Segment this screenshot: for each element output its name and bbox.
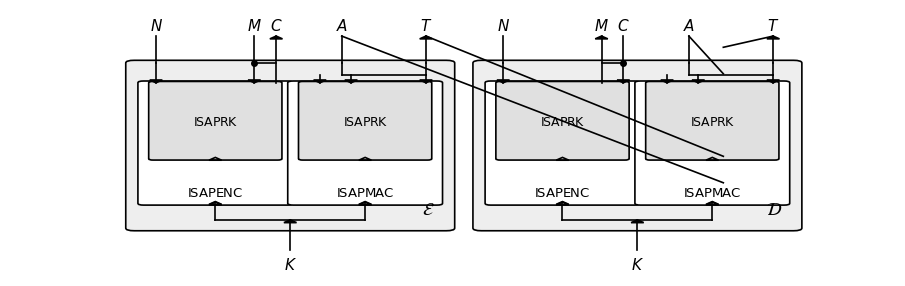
Text: $\mathit{A}$: $\mathit{A}$ [682,18,695,34]
FancyBboxPatch shape [288,81,443,205]
Text: $\mathit{T}$: $\mathit{T}$ [767,18,779,34]
Polygon shape [631,220,643,223]
FancyBboxPatch shape [496,82,629,160]
Text: $\mathrm{I_{\!}\mathrm{SAP}E_{\!}\mathrm{NC}}$: $\mathrm{I_{\!}\mathrm{SAP}E_{\!}\mathrm… [535,185,591,198]
Text: $\mathrm{I_{\!}\mathrm{SAP}R_{\!}\mathrm{K}}$: $\mathrm{I_{\!}\mathrm{SAP}R_{\!}\mathrm… [540,114,585,127]
Text: $\mathit{C}$: $\mathit{C}$ [617,18,630,34]
Polygon shape [270,36,282,39]
FancyBboxPatch shape [635,81,790,205]
FancyBboxPatch shape [485,81,640,205]
Polygon shape [767,36,779,39]
Text: $\mathit{C}$: $\mathit{C}$ [270,18,282,34]
Text: $\mathit{N}$: $\mathit{N}$ [497,18,510,34]
Polygon shape [497,80,510,83]
Text: $\mathit{A}$: $\mathit{A}$ [336,18,348,34]
FancyBboxPatch shape [148,82,282,160]
FancyBboxPatch shape [645,82,779,160]
Text: $\mathrm{I_{\!}\mathrm{SAP}R_{\!}\mathrm{K}}$: $\mathrm{I_{\!}\mathrm{SAP}R_{\!}\mathrm… [343,114,387,127]
Polygon shape [661,80,673,83]
Text: $\mathit{T}$: $\mathit{T}$ [420,18,433,34]
Text: $\mathrm{I_{\!}\mathrm{SAP}E_{\!}\mathrm{NC}}$: $\mathrm{I_{\!}\mathrm{SAP}E_{\!}\mathrm… [187,185,243,198]
Polygon shape [595,36,608,39]
Text: $\mathit{K}$: $\mathit{K}$ [283,257,297,273]
Polygon shape [345,80,357,83]
Polygon shape [420,36,433,39]
Polygon shape [149,80,162,83]
Polygon shape [692,80,705,83]
Text: $\mathcal{D}$: $\mathcal{D}$ [766,201,782,219]
FancyBboxPatch shape [138,81,292,205]
FancyBboxPatch shape [299,82,432,160]
Text: $\mathit{N}$: $\mathit{N}$ [149,18,163,34]
Text: $\mathrm{I_{\!}\mathrm{SAP}R_{\!}\mathrm{K}}$: $\mathrm{I_{\!}\mathrm{SAP}R_{\!}\mathrm… [193,114,238,127]
Text: $\mathrm{I_{\!}\mathrm{SAP}M_{\!}\mathrm{AC}}$: $\mathrm{I_{\!}\mathrm{SAP}M_{\!}\mathrm… [683,185,741,198]
Text: $\mathrm{I_{\!}\mathrm{SAP}M_{\!}\mathrm{AC}}$: $\mathrm{I_{\!}\mathrm{SAP}M_{\!}\mathrm… [336,185,395,198]
FancyBboxPatch shape [473,60,802,231]
Text: $\mathrm{I_{\!}\mathrm{SAP}R_{\!}\mathrm{K}}$: $\mathrm{I_{\!}\mathrm{SAP}R_{\!}\mathrm… [690,114,735,127]
Polygon shape [617,80,630,83]
Text: $\mathit{M}$: $\mathit{M}$ [595,18,609,34]
Polygon shape [248,80,261,83]
Polygon shape [420,80,433,83]
Polygon shape [284,220,297,223]
Text: $\mathit{M}$: $\mathit{M}$ [247,18,262,34]
FancyBboxPatch shape [126,60,454,231]
Text: $\mathcal{E}$: $\mathcal{E}$ [423,201,435,219]
Polygon shape [313,80,326,83]
Text: $\mathit{K}$: $\mathit{K}$ [631,257,644,273]
Polygon shape [767,80,779,83]
